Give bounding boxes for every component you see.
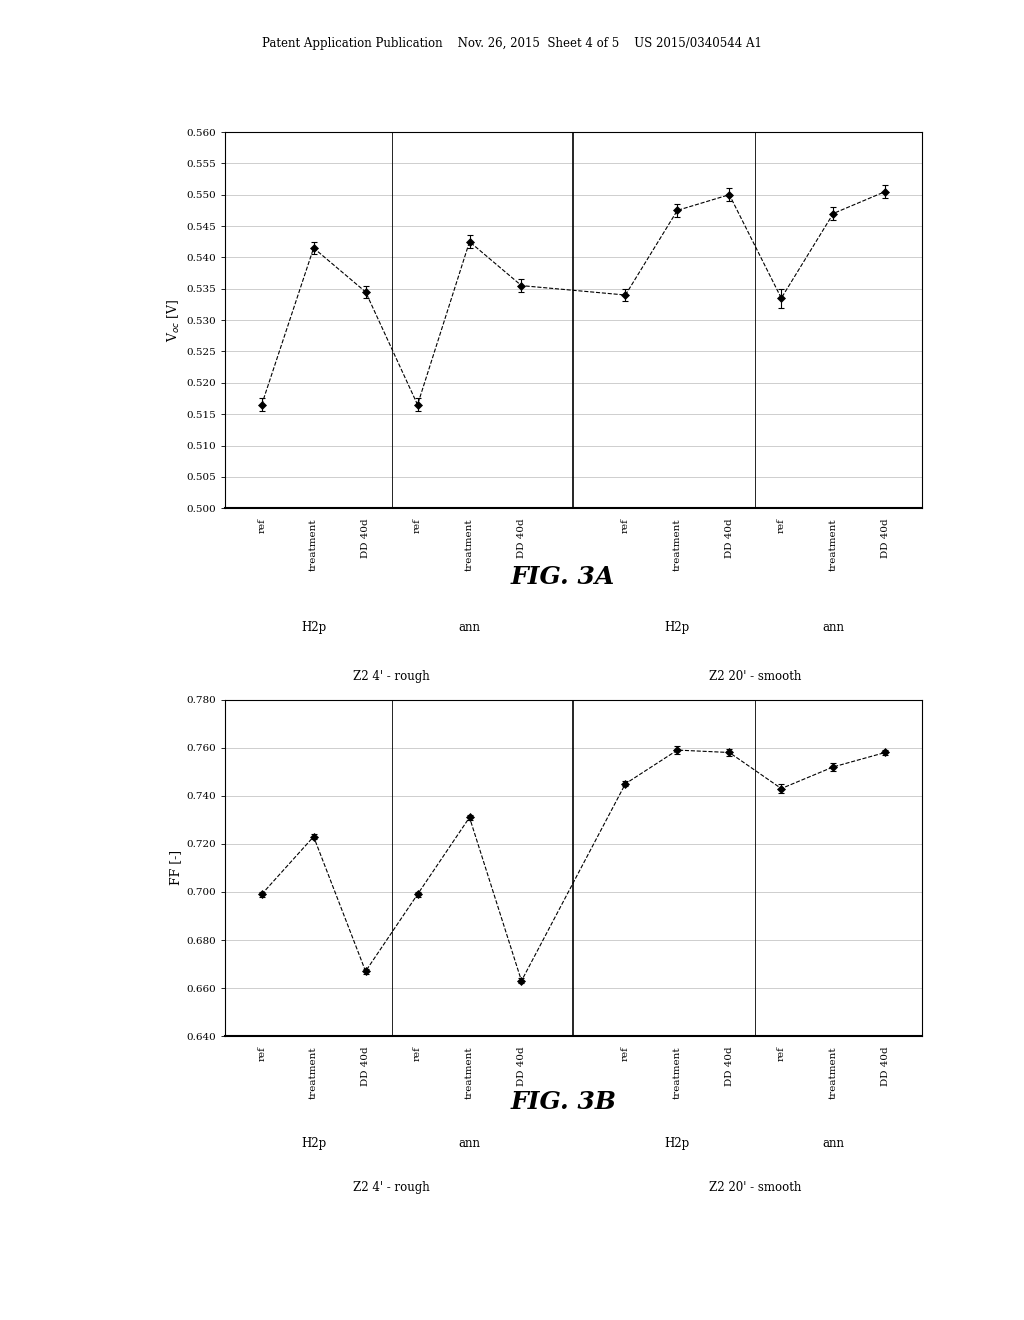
Text: H2p: H2p bbox=[301, 1138, 327, 1150]
Y-axis label: FF [-]: FF [-] bbox=[169, 850, 182, 886]
Text: ann: ann bbox=[459, 622, 480, 634]
Text: H2p: H2p bbox=[665, 622, 690, 634]
Text: Patent Application Publication    Nov. 26, 2015  Sheet 4 of 5    US 2015/0340544: Patent Application Publication Nov. 26, … bbox=[262, 37, 762, 50]
Text: Z2 20' - smooth: Z2 20' - smooth bbox=[710, 1181, 802, 1193]
Y-axis label: V$_{oc}$ [V]: V$_{oc}$ [V] bbox=[166, 298, 182, 342]
Text: Z2 20' - smooth: Z2 20' - smooth bbox=[710, 671, 802, 682]
Text: Z2 4' - rough: Z2 4' - rough bbox=[353, 1181, 430, 1193]
Text: Z2 4' - rough: Z2 4' - rough bbox=[353, 671, 430, 682]
Text: ann: ann bbox=[822, 1138, 844, 1150]
Text: ann: ann bbox=[459, 1138, 480, 1150]
Text: FIG. 3B: FIG. 3B bbox=[510, 1090, 616, 1114]
Text: H2p: H2p bbox=[665, 1138, 690, 1150]
Text: H2p: H2p bbox=[301, 622, 327, 634]
Text: ann: ann bbox=[822, 622, 844, 634]
Text: FIG. 3A: FIG. 3A bbox=[511, 565, 615, 589]
